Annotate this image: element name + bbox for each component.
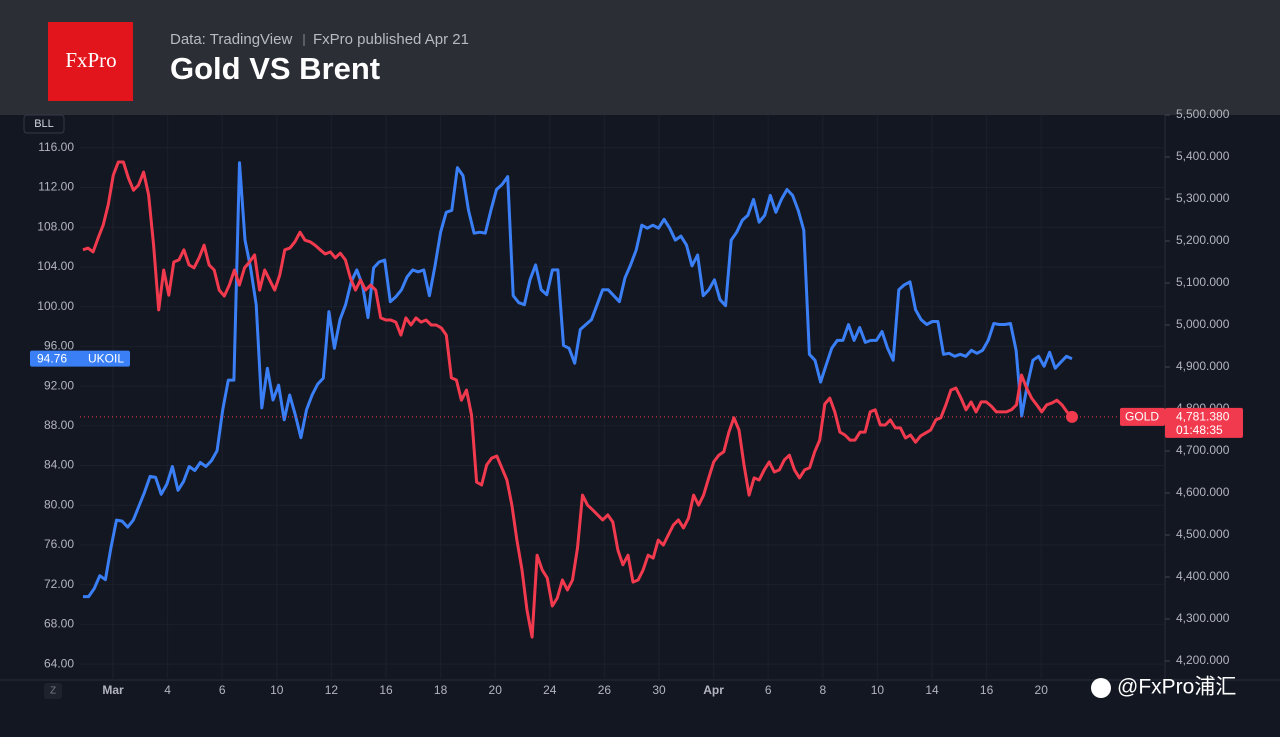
x-tick-label: 18 bbox=[434, 683, 448, 697]
y-tick-label: 88.00 bbox=[44, 418, 74, 432]
x-tick-label: 16 bbox=[980, 683, 994, 697]
y2-tick-label: 5,000.000 bbox=[1176, 317, 1230, 331]
plot: Mar 4 6 10 12 16 18 20 24 26 30 Apr 6 8 10 14 16 20 64.00 6… bbox=[30, 107, 1243, 697]
y2-tick-label: 5,500.000 bbox=[1176, 107, 1230, 121]
x-tick-label: 10 bbox=[270, 683, 284, 697]
x-tick-label: 26 bbox=[598, 683, 612, 697]
unit-label: BLL bbox=[34, 118, 54, 130]
last-point bbox=[1066, 410, 1078, 423]
x-tick-label: 14 bbox=[925, 683, 939, 697]
watermark-icon bbox=[1091, 678, 1111, 698]
y2-tick-label: 5,200.000 bbox=[1176, 233, 1230, 247]
x-tick-label: 24 bbox=[543, 683, 557, 697]
y-tick-label: 76.00 bbox=[44, 537, 74, 551]
y-tick-label: 116.00 bbox=[38, 140, 74, 154]
y-tick-label: 96.00 bbox=[44, 339, 74, 353]
logo-box bbox=[48, 22, 133, 101]
y-tick-label: 72.00 bbox=[44, 577, 74, 591]
price-label: 94.76 bbox=[37, 351, 67, 365]
y2-tick-label: 5,300.000 bbox=[1176, 191, 1230, 205]
x-tick-label: 6 bbox=[765, 683, 772, 697]
x-tick-label: 6 bbox=[219, 683, 226, 697]
y2-tick-label: 5,400.000 bbox=[1176, 149, 1230, 163]
x-tick-label: 4 bbox=[164, 683, 171, 697]
y2-tick-label: 4,500.000 bbox=[1176, 527, 1230, 541]
y-tick-label: 92.00 bbox=[44, 378, 74, 392]
source: Data: TradingView bbox=[170, 31, 292, 48]
y-tick-label: 64.00 bbox=[44, 656, 74, 670]
price-badge bbox=[1165, 407, 1243, 438]
chart-title: Gold VS Brent bbox=[170, 51, 380, 86]
y-tick-label: 108.00 bbox=[37, 219, 74, 233]
x-tick-label: 30 bbox=[652, 683, 666, 697]
y2-tick-label: 4,400.000 bbox=[1176, 569, 1230, 583]
y-tick-label: 84.00 bbox=[44, 458, 74, 472]
watermark: @FxPro浦汇 bbox=[1117, 676, 1236, 699]
x-tick-label: 20 bbox=[1035, 683, 1049, 697]
y2-tick-label: 4,700.000 bbox=[1176, 443, 1230, 457]
published: FxPro published Apr 21 bbox=[313, 31, 469, 48]
series-line bbox=[82, 160, 1074, 639]
zoom-label[interactable]: Z bbox=[50, 686, 56, 697]
countdown: 01:48:35 bbox=[1176, 423, 1223, 437]
x-tick-label: 16 bbox=[379, 683, 393, 697]
x-tick-label: 8 bbox=[819, 683, 826, 697]
y-tick-label: 112.00 bbox=[38, 180, 74, 194]
zoom-button[interactable] bbox=[44, 683, 62, 699]
x-tick-label: 20 bbox=[489, 683, 503, 697]
x-tick-label: 12 bbox=[325, 683, 339, 697]
y2-tick-label: 5,100.000 bbox=[1176, 275, 1230, 289]
y-tick-label: 104.00 bbox=[37, 259, 74, 273]
y2-tick-label: 4,600.000 bbox=[1176, 485, 1230, 499]
y2-tick-label: 4,900.000 bbox=[1176, 359, 1230, 373]
y-tick-label: 80.00 bbox=[44, 497, 74, 511]
y-tick-label: 68.00 bbox=[44, 617, 74, 631]
series-name: GOLD bbox=[1125, 410, 1159, 424]
unit-badge bbox=[23, 114, 65, 134]
header-bar bbox=[0, 0, 1280, 115]
name-badge bbox=[1120, 407, 1165, 426]
y2-tick-label: 4,300.000 bbox=[1176, 611, 1230, 625]
x-tick-label: 10 bbox=[871, 683, 885, 697]
y2-tick-label: 4,200.000 bbox=[1176, 653, 1230, 667]
price-label: 4,781.380 bbox=[1176, 410, 1230, 424]
x-tick-label: Apr bbox=[703, 683, 724, 697]
logo-text: FxPro bbox=[65, 48, 116, 72]
series-name: UKOIL bbox=[88, 351, 124, 365]
y-tick-label: 100.00 bbox=[37, 299, 74, 313]
x-tick-label: Mar bbox=[102, 683, 124, 697]
series-line bbox=[83, 161, 1073, 599]
price-badge bbox=[30, 350, 130, 367]
